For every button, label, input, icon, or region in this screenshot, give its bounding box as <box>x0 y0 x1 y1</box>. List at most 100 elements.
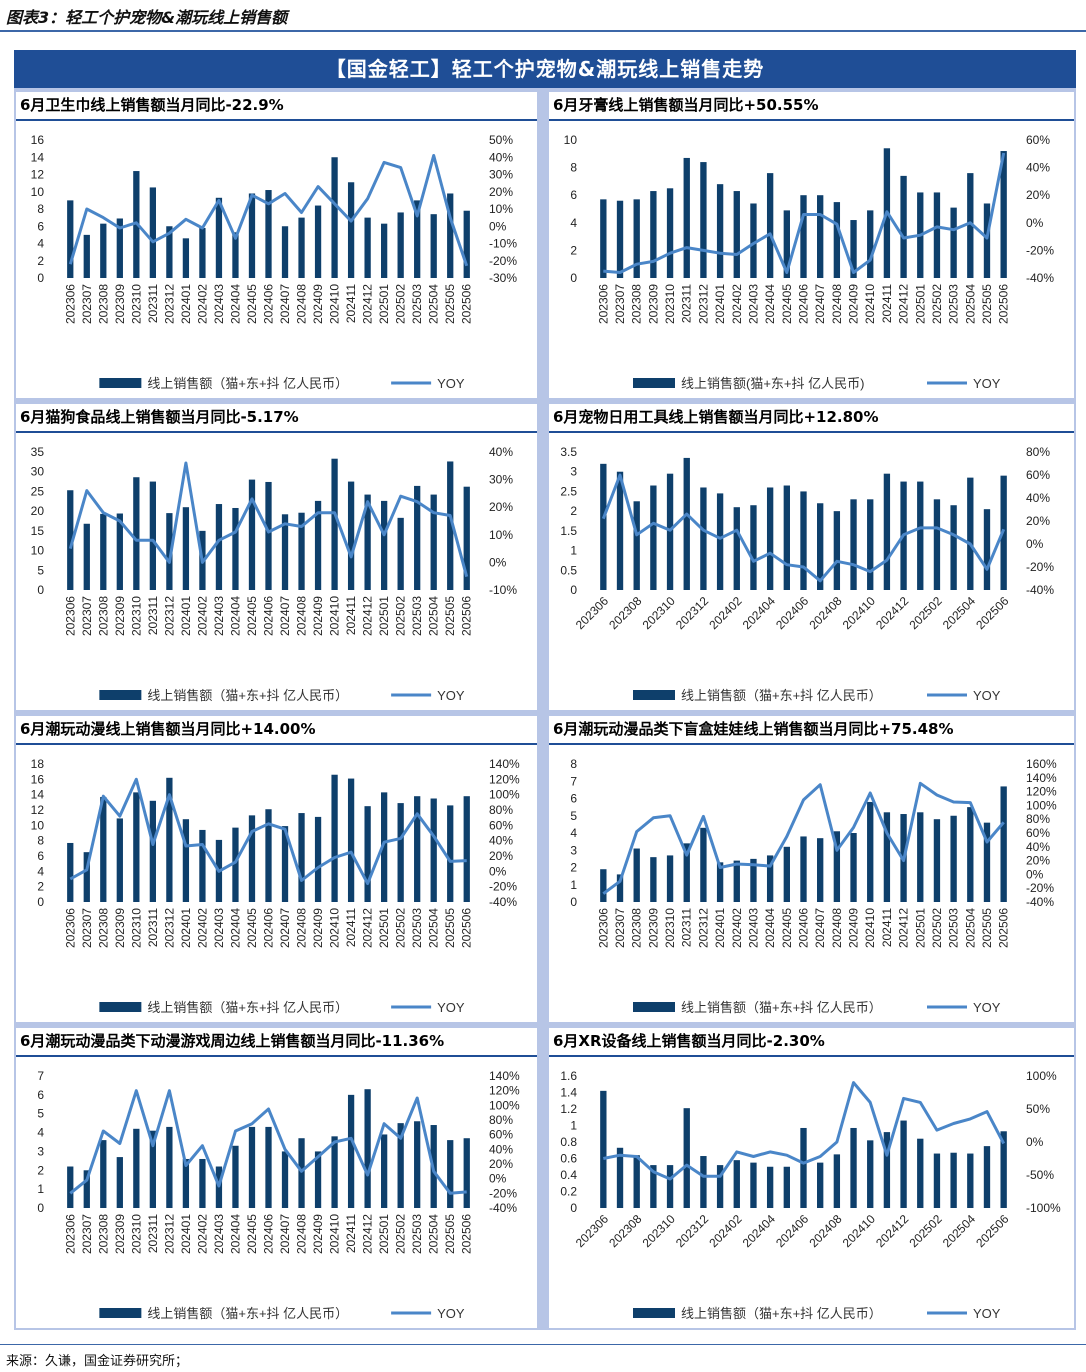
y-left-tick-label: 1 <box>570 878 577 892</box>
y-right-tick-label: -40% <box>1026 271 1054 285</box>
bar <box>683 157 690 278</box>
chart-sanitary-napkin: 0 2 4 6 8 10 12 14 16 -30% -20% -10% 0% 10% 20% 30% 40% 5… <box>31 133 518 391</box>
bar <box>166 1126 173 1208</box>
bar <box>397 1123 404 1208</box>
bar <box>100 1140 107 1208</box>
y-left-tick-label: 10 <box>31 185 45 199</box>
yoy-line <box>602 781 1005 895</box>
bar <box>116 818 123 902</box>
y-right-tick-label: 0% <box>489 219 507 233</box>
x-tick-label: 202409 <box>311 1214 325 1254</box>
bar <box>850 220 857 278</box>
x-tick-label: 202504 <box>940 594 978 632</box>
x-tick-label: 202308 <box>96 1214 110 1254</box>
bar <box>314 1151 322 1208</box>
bar <box>281 226 289 278</box>
x-tick-label: 202409 <box>847 284 861 324</box>
bar <box>1000 1131 1007 1208</box>
x-tick-label: 202412 <box>361 596 375 636</box>
bar <box>166 226 173 278</box>
x-tick-label: 202312 <box>696 284 710 324</box>
y-left-tick-label: 16 <box>31 133 45 147</box>
bar <box>447 805 454 902</box>
bar <box>331 774 338 902</box>
legend-line-label: YOY <box>437 1306 465 1321</box>
bar <box>232 1145 239 1208</box>
x-tick-label: 202310 <box>129 596 143 636</box>
x-tick-label: 202503 <box>947 908 961 948</box>
x-tick-label: 202409 <box>311 596 325 636</box>
y-right-tick-label: 40% <box>489 150 513 164</box>
bar <box>650 485 657 590</box>
x-tick-label: 202505 <box>443 1214 457 1254</box>
bar <box>381 500 388 590</box>
panel-title-rule <box>549 1055 1074 1057</box>
x-tick-label: 202408 <box>295 908 309 948</box>
legend-bar-swatch <box>633 1002 675 1012</box>
bar <box>232 827 239 902</box>
bar <box>265 809 272 902</box>
x-tick-label: 202405 <box>780 908 794 948</box>
y-left-tick-label: 14 <box>31 788 45 802</box>
bar <box>100 513 107 590</box>
x-tick-label: 202403 <box>212 908 226 948</box>
y-left-tick-label: 4 <box>37 1126 44 1140</box>
x-tick-label: 202408 <box>830 908 844 948</box>
y-left-tick-label: 0 <box>570 271 577 285</box>
chart-pet-supplies: 0 0.5 1 1.5 2 2.5 3 3.5 -40% -20% 0% 20% 40% 60% 80% 20… <box>560 445 1054 703</box>
y-left-tick-label: 0.8 <box>560 1135 577 1149</box>
y-right-tick-label: 40% <box>1026 491 1050 505</box>
bar <box>83 523 90 590</box>
x-tick-label: 202307 <box>80 908 94 948</box>
x-tick-label: 202401 <box>179 1214 193 1254</box>
yoy-line <box>69 1089 467 1195</box>
x-tick-label: 202501 <box>913 908 927 948</box>
x-tick-label: 202311 <box>146 596 160 635</box>
y-right-tick-label: -100% <box>1026 1201 1061 1215</box>
bar <box>650 191 657 278</box>
bar <box>817 838 824 902</box>
x-tick-label: 202312 <box>673 1212 711 1250</box>
bar <box>232 507 239 590</box>
bar <box>133 1128 140 1208</box>
y-left-tick-label: 1.2 <box>560 1102 577 1116</box>
x-tick-label: 202410 <box>328 596 342 636</box>
y-left-tick-label: 6 <box>37 219 44 233</box>
bar <box>298 813 305 902</box>
bar <box>633 848 640 902</box>
x-tick-label: 202310 <box>129 1214 143 1254</box>
x-tick-label: 202306 <box>596 284 610 324</box>
panel-title-rule <box>549 743 1074 745</box>
bar <box>447 193 454 278</box>
bar <box>633 199 640 278</box>
bar <box>331 157 338 278</box>
y-right-tick-label: 60% <box>1026 826 1050 840</box>
bar <box>817 195 824 278</box>
source-note: 来源：久谦，国金证券研究所； <box>6 1354 189 1369</box>
x-tick-label: 202312 <box>162 284 176 324</box>
bar <box>700 827 707 902</box>
panel-toothpaste: 6月牙膏线上销售额当月同比+50.55% 0 2 4 6 8 10 -40% -20% 0% 20… <box>549 92 1074 398</box>
y-right-tick-label: 0% <box>1026 537 1044 551</box>
x-tick-label: 202311 <box>680 908 694 947</box>
figure-title: 图表3：轻工个护宠物&潮玩线上销售额 <box>6 8 288 27</box>
bar <box>683 457 690 590</box>
bar <box>281 826 289 902</box>
bar <box>683 1108 690 1208</box>
x-tick-label: 202410 <box>840 1212 878 1250</box>
x-tick-label: 202502 <box>907 1212 945 1250</box>
bar <box>116 218 123 278</box>
bar <box>248 1126 256 1208</box>
bar <box>933 499 941 590</box>
bar <box>783 846 790 902</box>
x-tick-label: 202506 <box>460 908 474 948</box>
legend-bar-label: 线上销售额（猫+东+抖 亿人民币） <box>681 1000 882 1015</box>
x-tick-label: 202406 <box>773 594 811 632</box>
bar <box>817 503 824 590</box>
legend-bar-label: 线上销售额（猫+东+抖 亿人民币） <box>147 1306 348 1321</box>
bar <box>850 833 857 902</box>
x-tick-label: 202408 <box>295 596 309 636</box>
y-right-tick-label: -20% <box>1026 560 1054 574</box>
bar <box>650 1165 657 1208</box>
y-left-tick-label: 12 <box>31 168 45 182</box>
